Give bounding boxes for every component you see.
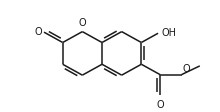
Text: O: O <box>34 27 42 37</box>
Text: O: O <box>156 99 164 109</box>
Text: OH: OH <box>161 28 176 38</box>
Text: O: O <box>79 18 86 28</box>
Text: O: O <box>183 63 190 73</box>
